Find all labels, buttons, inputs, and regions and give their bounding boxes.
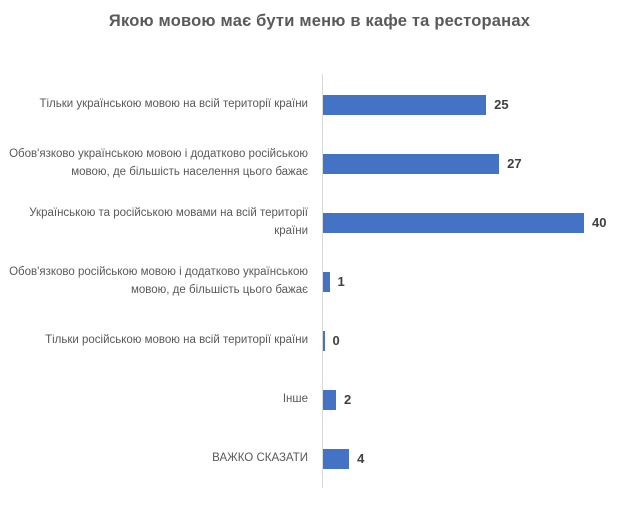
value-label: 1 [337,274,345,289]
bar-row: ВАЖКО СКАЗАТИ 4 [0,429,639,488]
bar [323,271,330,292]
value-label: 0 [332,333,340,348]
category-label: Тільки українською мовою на всій територ… [39,97,308,110]
bar [323,389,337,410]
value-label: 2 [344,392,352,407]
category-axis-line [322,74,323,488]
plot-area: Тільки українською мовою на всій територ… [0,75,639,488]
category-label: Тільки російською мовою на всій територі… [45,333,308,346]
value-label: 27 [507,156,522,171]
value-label: 25 [494,97,509,112]
bar [323,94,487,115]
bar [323,153,500,174]
bar-track: 0 [322,330,639,351]
bar-row: Інше 2 [0,370,639,429]
bar-track: 25 [322,94,639,115]
category-label: Обов'язково українською мовою і додатков… [9,147,308,178]
bar-track: 4 [322,448,639,469]
category-label: Українською та російською мовами на всій… [29,206,308,237]
category-label: Обов'язково російською мовою і додатково… [9,265,308,296]
chart-title: Якою мовою має бути меню в кафе та ресто… [108,12,531,30]
bar [323,212,584,233]
value-label: 40 [592,215,607,230]
bar-row: Українською та російською мовами на всій… [0,193,639,252]
bar [323,330,325,351]
category-label: ВАЖКО СКАЗАТИ [212,451,308,464]
value-label: 4 [357,451,365,466]
bar-track: 2 [322,389,639,410]
bar-track: 1 [322,271,639,292]
category-label: Інше [282,392,308,405]
bar-track: 27 [322,153,639,174]
bar [323,448,350,469]
bar-row: Обов'язково російською мовою і додатково… [0,252,639,311]
bar-row: Тільки українською мовою на всій територ… [0,75,639,134]
bar-track: 40 [322,212,639,233]
bar-row: Обов'язково українською мовою і додатков… [0,134,639,193]
bar-row: Тільки російською мовою на всій територі… [0,311,639,370]
